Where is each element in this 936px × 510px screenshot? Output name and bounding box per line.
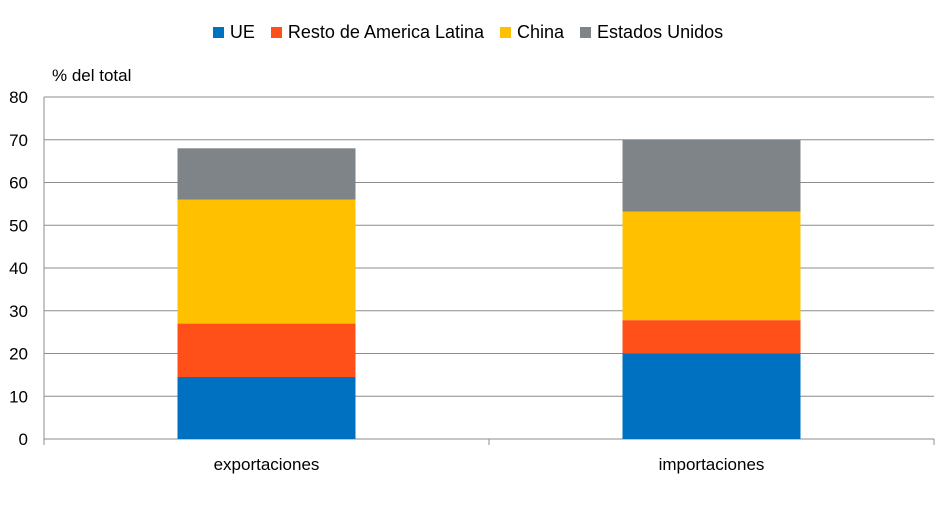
bar-exportaciones-ue <box>177 377 356 439</box>
x-tick-label-importaciones: importaciones <box>659 455 765 474</box>
y-tick-label-30: 30 <box>9 302 28 321</box>
legend-swatch-ue <box>212 27 224 38</box>
bar-importaciones-estados-unidos <box>622 139 801 212</box>
legend-swatch-estados-unidos <box>580 27 592 38</box>
bar-importaciones-china <box>622 211 801 321</box>
y-tick-label-80: 80 <box>9 88 28 107</box>
y-tick-label-50: 50 <box>9 216 28 235</box>
chart-legend: UE Resto de America Latina China Estados… <box>0 22 936 43</box>
y-tick-label-10: 10 <box>9 387 28 406</box>
bar-exportaciones-china <box>177 199 356 324</box>
bar-importaciones-resto-de-america-latina <box>622 320 801 354</box>
legend-item-china: China <box>500 22 564 43</box>
legend-item-ue: UE <box>212 22 255 43</box>
legend-label-estados-unidos: Estados Unidos <box>597 22 724 42</box>
legend-label-ue: UE <box>229 22 255 42</box>
legend-label-resto-america-latina: Resto de America Latina <box>287 22 485 42</box>
bar-importaciones-ue <box>622 353 801 439</box>
bar-exportaciones-estados-unidos <box>177 148 356 200</box>
legend-item-estados-unidos: Estados Unidos <box>580 22 723 43</box>
y-tick-label-20: 20 <box>9 345 28 364</box>
legend-item-resto-america-latina: Resto de America Latina <box>270 22 485 43</box>
bar-exportaciones-resto-de-america-latina <box>177 323 356 378</box>
y-tick-label-0: 0 <box>19 430 28 449</box>
legend-swatch-resto-america-latina <box>270 27 282 38</box>
y-tick-label-70: 70 <box>9 131 28 150</box>
x-tick-label-exportaciones: exportaciones <box>214 455 320 474</box>
y-tick-label-40: 40 <box>9 259 28 278</box>
legend-swatch-china <box>500 27 512 38</box>
y-tick-label-60: 60 <box>9 174 28 193</box>
legend-label-china: China <box>517 22 565 42</box>
y-axis-label: % del total <box>52 66 132 85</box>
